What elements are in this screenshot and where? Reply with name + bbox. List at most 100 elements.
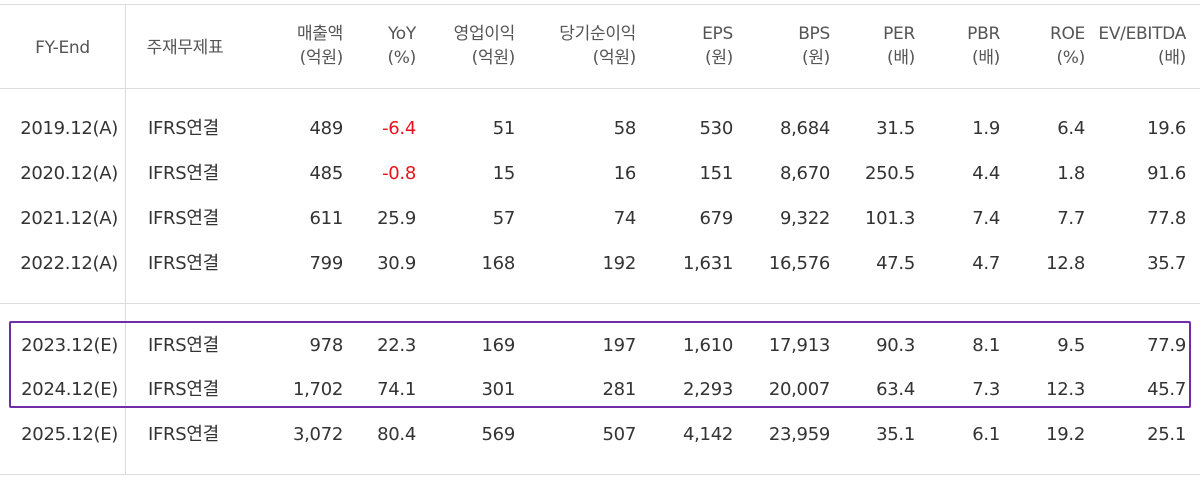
yoy-cell: -0.8 <box>382 163 416 184</box>
header-pbr: PBR (배) <box>860 22 1000 70</box>
bps-cell: 9,322 <box>779 208 830 229</box>
table-bottom-border <box>0 474 1200 475</box>
net-income-cell: 197 <box>602 335 637 356</box>
eps-cell: 530 <box>699 118 734 139</box>
roe-cell: 7.7 <box>1057 208 1085 229</box>
pbr-cell: 4.7 <box>972 253 1000 274</box>
table-row: 2022.12(A) IFRS연결 799 30.9 168 192 1,631 16,576… <box>0 253 1200 298</box>
revenue-cell: 799 <box>309 253 344 274</box>
statement-cell: IFRS연결 <box>148 253 219 274</box>
per-cell: 35.1 <box>876 424 915 445</box>
header-title: 당기순이익 <box>559 24 636 44</box>
ev-ebitda-cell: 45.7 <box>1147 379 1186 400</box>
revenue-cell: 978 <box>309 335 344 356</box>
statement-cell: IFRS연결 <box>148 424 219 445</box>
roe-cell: 9.5 <box>1057 335 1085 356</box>
ev-ebitda-cell: 35.7 <box>1147 253 1186 274</box>
header-unit: (배) <box>886 48 915 68</box>
statement-cell: IFRS연결 <box>148 335 219 356</box>
operating-profit-cell: 15 <box>492 163 516 184</box>
fy-end-cell: 2021.12(A) <box>20 208 118 229</box>
yoy-cell: 22.3 <box>377 335 416 356</box>
pbr-cell: 8.1 <box>972 335 1000 356</box>
header-bottom-border <box>0 88 1200 89</box>
statement-cell: IFRS연결 <box>148 208 219 229</box>
bps-cell: 20,007 <box>768 379 830 400</box>
bps-cell: 23,959 <box>768 424 830 445</box>
section-divider <box>0 303 1200 304</box>
revenue-cell: 485 <box>309 163 344 184</box>
yoy-cell: 74.1 <box>377 379 416 400</box>
table-row: 2019.12(A) IFRS연결 489 -6.4 51 58 530 8,684 31.5 1… <box>0 118 1200 163</box>
fy-end-cell: 2022.12(A) <box>20 253 118 274</box>
eps-cell: 1,631 <box>682 253 733 274</box>
header-title: EPS <box>702 24 733 44</box>
revenue-cell: 1,702 <box>292 379 343 400</box>
pbr-cell: 6.1 <box>972 424 1000 445</box>
yoy-cell: 25.9 <box>377 208 416 229</box>
operating-profit-cell: 168 <box>481 253 516 274</box>
operating-profit-cell: 569 <box>481 424 516 445</box>
estimate-highlight-box <box>9 321 1191 408</box>
eps-cell: 679 <box>699 208 734 229</box>
header-title: PBR <box>967 24 1000 44</box>
table-row: 2021.12(A) IFRS연결 611 25.9 57 74 679 9,322 101.3… <box>0 208 1200 253</box>
header-title: 매출액 <box>296 24 343 44</box>
header-revenue: 매출액 (억원) <box>203 22 343 70</box>
pbr-cell: 7.4 <box>972 208 1000 229</box>
column-divider <box>125 89 126 474</box>
per-cell: 250.5 <box>864 163 915 184</box>
header-title: EV/EBITDA <box>1098 24 1186 44</box>
roe-cell: 12.3 <box>1046 379 1085 400</box>
statement-cell: IFRS연결 <box>148 118 219 139</box>
revenue-cell: 611 <box>309 208 344 229</box>
header-unit: (%) <box>1056 48 1085 68</box>
header-unit: (억원) <box>299 48 344 68</box>
operating-profit-cell: 57 <box>492 208 516 229</box>
header-unit: (원) <box>801 48 830 68</box>
header-title: YoY <box>387 24 416 44</box>
header-title: 영업이익 <box>453 24 516 44</box>
yoy-cell: -6.4 <box>382 118 416 139</box>
per-cell: 90.3 <box>876 335 915 356</box>
operating-profit-cell: 51 <box>492 118 516 139</box>
header-unit: (배) <box>971 48 1000 68</box>
operating-profit-cell: 301 <box>481 379 516 400</box>
per-cell: 101.3 <box>864 208 915 229</box>
table-row: 2024.12(E) IFRS연결 1,702 74.1 301 281 2,293 20,0… <box>0 379 1200 424</box>
pbr-cell: 7.3 <box>972 379 1000 400</box>
header-unit: (%) <box>387 48 416 68</box>
statement-cell: IFRS연결 <box>148 379 219 400</box>
eps-cell: 2,293 <box>682 379 733 400</box>
bps-cell: 16,576 <box>768 253 830 274</box>
eps-cell: 4,142 <box>682 424 733 445</box>
per-cell: 63.4 <box>876 379 915 400</box>
column-divider <box>125 4 126 88</box>
net-income-cell: 16 <box>613 163 637 184</box>
bps-cell: 8,670 <box>779 163 830 184</box>
net-income-cell: 192 <box>602 253 637 274</box>
net-income-cell: 74 <box>613 208 637 229</box>
ev-ebitda-cell: 77.9 <box>1147 335 1186 356</box>
net-income-cell: 507 <box>602 424 637 445</box>
header-unit: (원) <box>704 48 733 68</box>
header-unit: (억원) <box>592 48 637 68</box>
header-net-income: 당기순이익 (억원) <box>496 22 636 70</box>
revenue-cell: 3,072 <box>292 424 343 445</box>
bps-cell: 17,913 <box>768 335 830 356</box>
header-operating-profit: 영업이익 (억원) <box>375 22 516 70</box>
table-top-border <box>0 4 1200 5</box>
fy-end-cell: 2024.12(E) <box>21 379 118 400</box>
header-bps: BPS (원) <box>690 22 830 70</box>
roe-cell: 12.8 <box>1046 253 1085 274</box>
header-roe: ROE (%) <box>945 22 1085 70</box>
pbr-cell: 1.9 <box>972 118 1000 139</box>
ev-ebitda-cell: 25.1 <box>1147 424 1186 445</box>
header-fy-end: FY-End <box>35 38 90 58</box>
yoy-cell: 30.9 <box>377 253 416 274</box>
table-row: 2025.12(E) IFRS연결 3,072 80.4 569 507 4,142 23,9… <box>0 424 1200 469</box>
header-statement: 주재무제표 <box>146 38 224 58</box>
header-eps: EPS (원) <box>593 22 733 70</box>
header-title: BPS <box>798 24 830 44</box>
header-yoy: YoY (%) <box>276 22 416 70</box>
